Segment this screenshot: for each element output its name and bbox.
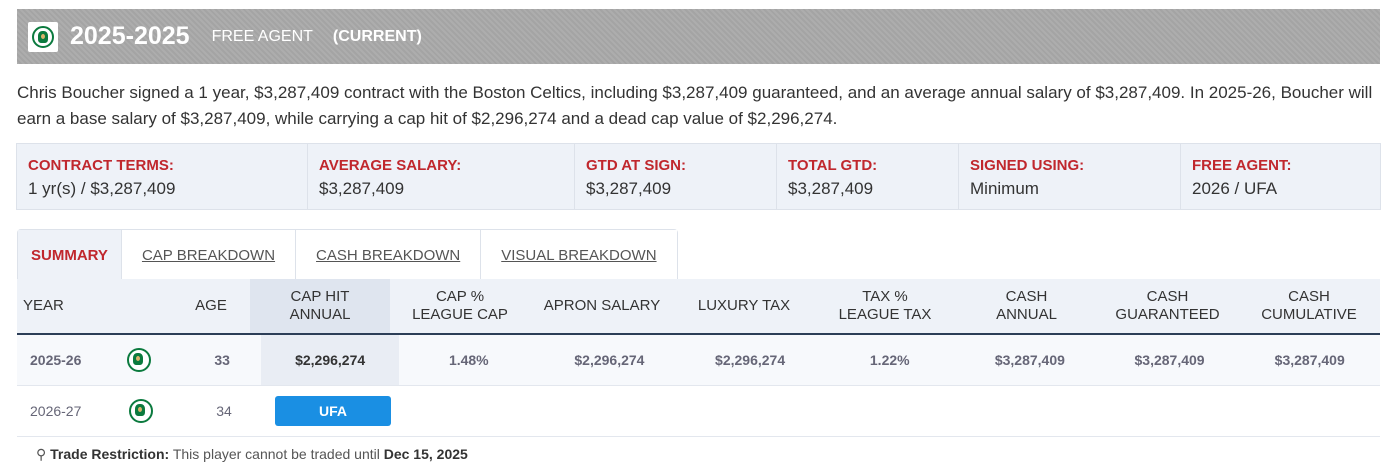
celtics-logo-icon bbox=[128, 399, 153, 423]
col-year[interactable]: YEAR bbox=[23, 297, 64, 314]
contract-description: Chris Boucher signed a 1 year, $3,287,40… bbox=[17, 83, 1373, 128]
cell-cap-hit: $2,296,274 bbox=[260, 335, 400, 385]
col-age[interactable]: AGE bbox=[195, 297, 227, 314]
team-logo bbox=[28, 21, 58, 52]
contract-terms-bar: CONTRACT TERMS: 1 yr(s) / $3,287,409 AVE… bbox=[16, 143, 1381, 210]
tab-visual-breakdown[interactable]: VISUAL BREAKDOWN bbox=[481, 230, 677, 280]
breakdown-tabs: SUMMARY CAP BREAKDOWN CASH BREAKDOWN VIS… bbox=[17, 229, 678, 280]
cell-age: 34 bbox=[216, 403, 232, 419]
tab-cash-breakdown[interactable]: CASH BREAKDOWN bbox=[296, 230, 482, 280]
term-contract-terms: CONTRACT TERMS: 1 yr(s) / $3,287,409 bbox=[17, 144, 308, 209]
cell-cash-cumulative: $3,287,409 bbox=[1274, 352, 1345, 368]
tab-summary[interactable]: SUMMARY bbox=[18, 230, 122, 280]
term-label: SIGNED USING: bbox=[970, 157, 1085, 174]
contract-table: YEAR AGE CAP HIT ANNUAL CAP % LEAGUE CAP A… bbox=[17, 279, 1380, 437]
cell-logo bbox=[95, 335, 183, 385]
trade-restriction-text: This player cannot be traded until bbox=[172, 446, 380, 462]
term-value: $3,287,409 bbox=[319, 179, 405, 198]
col-cash-guaranteed[interactable]: CASH GUARANTEED bbox=[1115, 288, 1220, 323]
cell-tax-pct: 1.22% bbox=[869, 352, 910, 368]
cell-logo bbox=[96, 386, 185, 436]
term-gtd-at-sign: GTD AT SIGN: $3,287,409 bbox=[575, 144, 777, 209]
cell-year: 2026-27 bbox=[30, 403, 82, 419]
term-label: GTD AT SIGN: bbox=[586, 157, 686, 174]
celtics-logo-icon bbox=[127, 348, 152, 372]
col-tax-pct[interactable]: TAX % LEAGUE TAX bbox=[838, 288, 932, 323]
term-value: 2026 / UFA bbox=[1192, 179, 1278, 198]
col-cash-annual[interactable]: CASH ANNUAL bbox=[996, 288, 1057, 323]
ufa-badge: UFA bbox=[275, 396, 391, 426]
cell-year: 2025-26 bbox=[30, 352, 82, 368]
term-value: $3,287,409 bbox=[586, 179, 672, 198]
cell-apron-salary: $2,296,274 bbox=[574, 352, 645, 368]
col-luxury-tax[interactable]: LUXURY TAX bbox=[697, 297, 791, 314]
term-label: FREE AGENT: bbox=[1192, 157, 1292, 174]
contract-status: FREE AGENT bbox=[211, 27, 313, 45]
term-label: AVERAGE SALARY: bbox=[319, 157, 462, 174]
col-cap-pct[interactable]: CAP % LEAGUE CAP bbox=[412, 288, 508, 323]
term-free-agent: FREE AGENT: 2026 / UFA bbox=[1181, 144, 1380, 209]
trade-restriction-date: Dec 15, 2025 bbox=[383, 446, 468, 462]
term-value: $3,287,409 bbox=[788, 179, 874, 198]
term-value: 1 yr(s) / $3,287,409 bbox=[28, 179, 176, 198]
term-value: Minimum bbox=[970, 179, 1039, 198]
col-logo bbox=[83, 279, 172, 333]
celtics-logo-icon bbox=[32, 25, 54, 48]
term-label: TOTAL GTD: bbox=[788, 157, 878, 174]
contract-years: 2025-2025 bbox=[70, 22, 190, 50]
trade-restriction-label: Trade Restriction: bbox=[50, 446, 170, 462]
cell-age: 33 bbox=[214, 352, 230, 368]
cell-cap-pct: 1.48% bbox=[448, 352, 489, 368]
current-label: (CURRENT) bbox=[332, 27, 422, 45]
cell-status: UFA bbox=[263, 386, 403, 436]
cell-luxury-tax: $2,296,274 bbox=[715, 352, 786, 368]
trade-restriction: ⚲ Trade Restriction: This player cannot … bbox=[36, 446, 468, 463]
cell-cash-guaranteed: $3,287,409 bbox=[1134, 352, 1205, 368]
table-row: 2026-27 34 UFA bbox=[17, 386, 1380, 437]
col-cash-cumulative[interactable]: CASH CUMULATIVE bbox=[1261, 288, 1357, 323]
term-average-salary: AVERAGE SALARY: $3,287,409 bbox=[308, 144, 575, 209]
cell-cash-annual: $3,287,409 bbox=[994, 352, 1065, 368]
table-row: 2025-26 33 $2,296,274 1.48% $2,296,274 $… bbox=[17, 335, 1380, 386]
term-signed-using: SIGNED USING: Minimum bbox=[959, 144, 1181, 209]
lock-person-icon: ⚲ bbox=[36, 446, 47, 462]
col-cap-hit[interactable]: CAP HIT ANNUAL bbox=[250, 279, 390, 333]
tab-cap-breakdown[interactable]: CAP BREAKDOWN bbox=[121, 230, 297, 280]
table-header: YEAR AGE CAP HIT ANNUAL CAP % LEAGUE CAP A… bbox=[17, 279, 1380, 335]
contract-header: 2025-2025 FREE AGENT (CURRENT) bbox=[17, 9, 1380, 64]
term-label: CONTRACT TERMS: bbox=[28, 157, 174, 174]
term-total-gtd: TOTAL GTD: $3,287,409 bbox=[777, 144, 959, 209]
col-apron-salary[interactable]: APRON SALARY bbox=[543, 297, 661, 314]
